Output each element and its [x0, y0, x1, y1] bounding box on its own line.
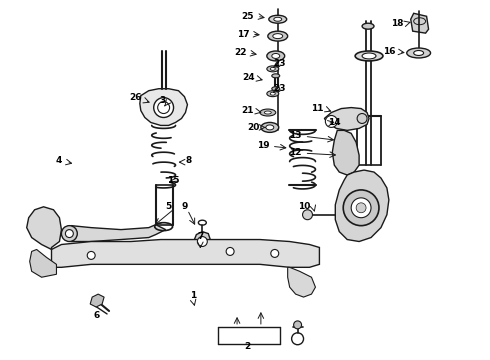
Text: 25: 25	[242, 12, 254, 21]
Circle shape	[197, 237, 207, 247]
Polygon shape	[324, 108, 369, 130]
Text: 22: 22	[234, 49, 246, 58]
Circle shape	[356, 203, 366, 213]
Text: 5: 5	[166, 202, 171, 211]
Text: 23: 23	[273, 84, 286, 93]
Polygon shape	[66, 225, 166, 242]
Circle shape	[271, 249, 279, 257]
Text: 9: 9	[181, 202, 188, 211]
Text: 10: 10	[298, 202, 311, 211]
Circle shape	[302, 210, 313, 220]
Text: 2: 2	[244, 342, 250, 351]
Ellipse shape	[261, 122, 279, 132]
Text: 23: 23	[273, 59, 286, 68]
Ellipse shape	[274, 17, 282, 21]
Text: 15: 15	[167, 176, 180, 185]
Text: 16: 16	[383, 46, 395, 55]
Ellipse shape	[270, 92, 275, 95]
Text: 4: 4	[55, 156, 62, 165]
Polygon shape	[288, 267, 316, 297]
Circle shape	[294, 321, 301, 329]
Ellipse shape	[267, 91, 279, 96]
Ellipse shape	[272, 87, 280, 91]
Text: 13: 13	[290, 131, 302, 140]
Polygon shape	[411, 13, 429, 33]
Text: 20: 20	[247, 123, 259, 132]
Circle shape	[87, 251, 95, 260]
Ellipse shape	[362, 23, 374, 29]
Polygon shape	[332, 130, 359, 175]
Ellipse shape	[268, 31, 288, 41]
Circle shape	[325, 116, 337, 127]
Ellipse shape	[407, 48, 431, 58]
Ellipse shape	[355, 51, 383, 61]
Text: 3: 3	[160, 96, 166, 105]
Text: 18: 18	[391, 19, 403, 28]
Circle shape	[65, 230, 74, 238]
Circle shape	[61, 226, 77, 242]
Text: 17: 17	[237, 30, 249, 39]
Polygon shape	[335, 170, 389, 242]
Text: 7: 7	[197, 232, 203, 241]
Text: 24: 24	[243, 73, 255, 82]
Text: 1: 1	[190, 291, 196, 300]
Ellipse shape	[266, 125, 274, 130]
Circle shape	[154, 98, 173, 117]
Ellipse shape	[414, 50, 424, 55]
Ellipse shape	[267, 51, 285, 61]
Text: 6: 6	[93, 311, 99, 320]
Text: 12: 12	[290, 148, 302, 157]
Polygon shape	[140, 89, 188, 125]
Ellipse shape	[270, 67, 275, 70]
Text: 11: 11	[311, 104, 324, 113]
Ellipse shape	[273, 33, 283, 39]
Ellipse shape	[260, 109, 276, 116]
Text: 8: 8	[185, 156, 192, 165]
Ellipse shape	[264, 111, 271, 114]
Polygon shape	[30, 249, 56, 277]
Ellipse shape	[272, 74, 280, 78]
Text: 26: 26	[129, 93, 142, 102]
Polygon shape	[195, 231, 210, 252]
Polygon shape	[51, 239, 319, 267]
Ellipse shape	[362, 53, 376, 59]
Ellipse shape	[269, 15, 287, 23]
Circle shape	[357, 113, 367, 123]
Text: 21: 21	[242, 106, 254, 115]
Ellipse shape	[272, 54, 280, 58]
Polygon shape	[26, 207, 61, 249]
Circle shape	[226, 247, 234, 255]
Ellipse shape	[267, 66, 279, 72]
Text: 14: 14	[328, 118, 341, 127]
Polygon shape	[90, 294, 104, 307]
Circle shape	[351, 198, 371, 218]
Text: 19: 19	[257, 141, 269, 150]
Circle shape	[343, 190, 379, 226]
